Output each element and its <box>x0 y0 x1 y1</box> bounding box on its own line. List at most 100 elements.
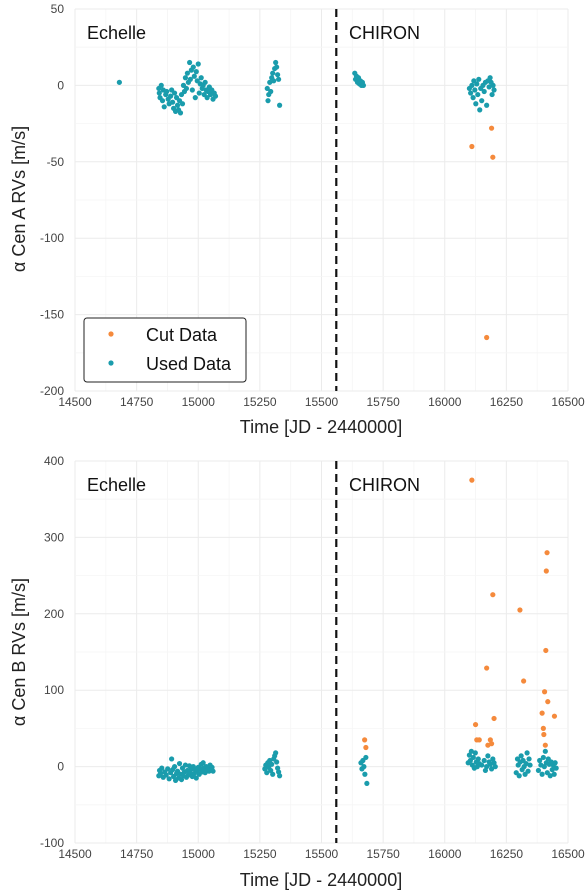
y-tick-labels-b: -100 0 100 200 300 400 <box>40 454 64 850</box>
data-point-cut-data <box>488 741 495 747</box>
data-point-used-data <box>212 93 219 99</box>
x-tick-label: 15000 <box>182 395 216 409</box>
data-point-cut-data <box>545 699 551 705</box>
data-point-used-data <box>485 753 491 759</box>
data-point-used-data <box>198 75 204 81</box>
y-tick-label: 0 <box>57 78 64 92</box>
y-tick-label: -150 <box>40 308 64 322</box>
data-point-used-data <box>183 85 190 92</box>
data-point-cut-data <box>484 665 490 671</box>
data-point-used-data <box>171 90 178 96</box>
data-point-used-data <box>361 764 367 770</box>
data-point-used-data <box>195 61 201 67</box>
data-point-used-data <box>267 757 273 764</box>
y-tick-labels-a: -200 -150 -100 -50 0 50 <box>40 2 64 398</box>
data-point-used-data <box>204 95 210 101</box>
data-point-used-data <box>553 765 559 771</box>
y-tick-label: 0 <box>57 760 64 774</box>
points-a <box>116 59 497 341</box>
x-tick-label: 16000 <box>428 395 462 409</box>
data-point-cut-data <box>469 477 475 483</box>
data-point-used-data <box>516 773 522 779</box>
data-point-used-data <box>264 770 270 776</box>
data-point-used-data <box>264 85 270 92</box>
data-point-used-data <box>171 764 178 770</box>
x-tick-label: 16500 <box>551 847 585 861</box>
data-point-used-data <box>470 754 476 761</box>
data-point-cut-data <box>542 742 548 748</box>
gridlines-a <box>74 8 569 392</box>
data-point-used-data <box>472 750 478 756</box>
data-point-cut-data <box>363 744 369 751</box>
data-point-used-data <box>182 762 189 768</box>
data-point-used-data <box>184 70 190 76</box>
data-point-cut-data <box>541 689 548 695</box>
data-point-used-data <box>481 757 487 764</box>
data-point-used-data <box>200 760 206 766</box>
data-point-used-data <box>156 90 162 96</box>
data-point-used-data <box>202 79 208 85</box>
data-point-used-data <box>158 82 164 88</box>
data-point-used-data <box>527 762 533 768</box>
data-point-used-data <box>210 768 216 774</box>
data-point-used-data <box>475 91 481 98</box>
y-tick-label: 400 <box>44 454 64 468</box>
data-point-used-data <box>364 780 370 787</box>
y-axis-title-b: α Cen B RVs [m/s] <box>9 578 29 726</box>
x-axis-title-a: Time [JD - 2440000] <box>240 417 402 437</box>
data-point-cut-data <box>521 678 527 684</box>
x-tick-label: 14500 <box>58 395 92 409</box>
data-point-cut-data <box>543 568 549 574</box>
gridlines-b <box>74 460 569 844</box>
data-point-used-data <box>193 69 199 75</box>
data-point-used-data <box>192 95 198 101</box>
data-point-used-data <box>484 102 490 108</box>
data-point-used-data <box>469 82 475 88</box>
x-tick-labels-a: 14500 14750 15000 15250 15500 15750 16000 16250… <box>58 395 585 409</box>
x-tick-label: 15500 <box>305 395 339 409</box>
data-point-used-data <box>518 753 524 759</box>
data-point-used-data <box>491 87 497 93</box>
x-tick-label: 14750 <box>120 847 154 861</box>
x-tick-label: 14750 <box>120 395 154 409</box>
data-point-used-data <box>526 756 532 762</box>
data-point-cut-data <box>540 725 546 732</box>
y-axis-title-a: α Cen A RVs [m/s] <box>9 126 29 272</box>
data-point-used-data <box>479 98 485 104</box>
data-point-cut-data <box>490 154 496 160</box>
x-tick-label: 15000 <box>182 847 216 861</box>
data-point-used-data <box>476 76 482 82</box>
legend-label-used-data: Used Data <box>146 354 232 374</box>
region-label-echelle-b: Echelle <box>87 475 146 495</box>
data-point-used-data <box>179 101 186 107</box>
legend-box <box>83 317 247 383</box>
data-point-used-data <box>539 771 545 777</box>
y-tick-label: -100 <box>40 836 64 850</box>
data-point-used-data <box>523 760 529 767</box>
data-point-used-data <box>187 59 193 66</box>
x-axis-title-b: Time [JD - 2440000] <box>240 870 402 890</box>
data-point-used-data <box>274 759 280 765</box>
data-point-cut-data <box>541 731 547 738</box>
data-point-used-data <box>187 76 193 82</box>
x-tick-label: 16250 <box>490 395 524 409</box>
y-tick-label: 50 <box>51 2 65 16</box>
data-point-used-data <box>552 760 558 766</box>
data-point-used-data <box>466 752 472 758</box>
data-point-used-data <box>472 87 478 93</box>
data-point-used-data <box>274 64 280 70</box>
data-point-used-data <box>170 99 176 105</box>
data-point-used-data <box>541 764 547 770</box>
data-point-used-data <box>479 762 485 768</box>
data-point-cut-data <box>469 143 475 150</box>
data-point-cut-data <box>543 647 549 654</box>
data-point-used-data <box>542 748 548 754</box>
data-point-used-data <box>193 775 199 781</box>
data-point-used-data <box>169 756 175 762</box>
data-point-used-data <box>165 766 171 772</box>
y-tick-label: -100 <box>40 231 64 245</box>
data-point-used-data <box>189 87 195 93</box>
data-point-used-data <box>166 776 172 782</box>
data-point-used-data <box>525 768 531 774</box>
data-point-used-data <box>363 754 369 761</box>
